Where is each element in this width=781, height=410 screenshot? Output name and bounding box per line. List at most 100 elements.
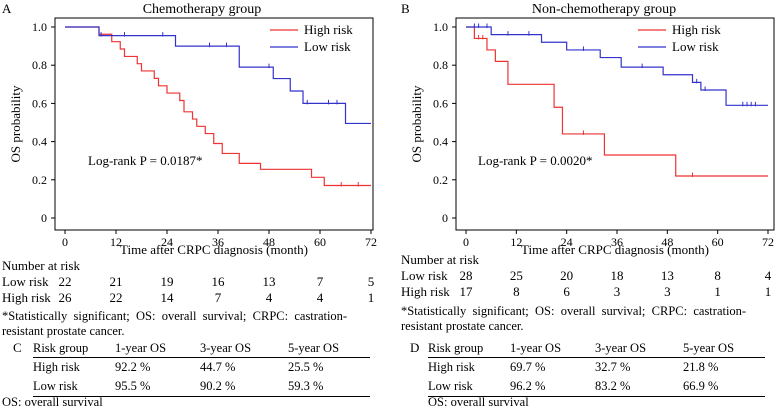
panel-a-plot-frame	[54, 17, 374, 231]
risk-count: 7	[215, 290, 222, 305]
panel-a-risk-high-label: High risk	[2, 290, 51, 305]
panel-a-y-axis-label: OS probability	[8, 85, 23, 162]
cell-3-year: 90.2 %	[200, 379, 236, 393]
panel-b-legend-high-label: High risk	[672, 22, 721, 37]
panel-c-table: Risk group 1-year OS 3-year OS 5-year OS…	[33, 340, 370, 397]
x-tick-label: 48	[661, 235, 673, 249]
panel-b-letter: B	[401, 1, 410, 16]
risk-count: 4	[317, 290, 324, 305]
risk-count: 8	[714, 268, 721, 283]
col-5-year-os: 5-year OS	[288, 341, 340, 355]
panel-b-y-axis-label: OS probability	[409, 85, 424, 162]
risk-count: 3	[614, 284, 621, 299]
panel-b-x-axis-label: Time after CRPC diagnosis (month)	[521, 242, 709, 257]
risk-count: 13	[263, 274, 276, 289]
high-risk-survival-curve	[65, 26, 371, 187]
panel-b-title: Non-chemotherapy group	[532, 2, 676, 17]
cell-1-year: 95.5 %	[115, 379, 151, 393]
risk-count: 1	[714, 284, 721, 299]
cell-group: Low risk	[33, 379, 78, 393]
cell-5-year: 59.3 %	[288, 379, 324, 393]
y-tick-label: 1.0	[32, 20, 47, 34]
cell-5-year: 66.9 %	[683, 379, 719, 393]
panel-b-footnote-line1: *Statistically significant; OS: overall …	[401, 304, 746, 318]
risk-count: 7	[317, 274, 324, 289]
risk-count: 19	[161, 274, 174, 289]
cell-3-year: 83.2 %	[595, 379, 631, 393]
col-risk-group: Risk group	[428, 341, 484, 355]
x-tick-label: 72	[365, 235, 377, 249]
cell-1-year: 92.2 %	[115, 360, 151, 374]
cell-group: High risk	[33, 360, 80, 374]
x-tick-label: 0	[463, 235, 469, 249]
panel-b-legend-low-label: Low risk	[672, 39, 719, 54]
risk-count: 25	[510, 268, 523, 283]
panel-d-letter: D	[410, 340, 420, 355]
panel-a-logrank-annotation: Log-rank P = 0.0187*	[88, 153, 202, 168]
risk-count: 28	[460, 268, 473, 283]
risk-count: 22	[110, 290, 123, 305]
risk-count: 13	[661, 268, 674, 283]
risk-count: 5	[368, 274, 375, 289]
risk-count: 4	[765, 268, 772, 283]
high-risk-survival-curve	[466, 26, 768, 177]
x-tick-label: 36	[212, 235, 224, 249]
risk-count: 17	[460, 284, 474, 299]
low-risk-survival-curve	[466, 26, 768, 106]
panel-b-risk-low-label: Low risk	[401, 268, 448, 283]
table-rule	[428, 396, 765, 397]
panel-c-footnote: OS: overall survival	[2, 395, 103, 409]
panel-a-x-axis-label: Time after CRPC diagnosis (month)	[120, 242, 308, 257]
x-tick-label: 24	[561, 235, 573, 249]
x-tick-label: 12	[110, 235, 122, 249]
risk-count: 1	[368, 290, 375, 305]
panel-b-risk-high-label: High risk	[401, 284, 450, 299]
y-tick-label: 0.6	[32, 96, 47, 110]
panel-d-table: Risk group 1-year OS 3-year OS 5-year OS…	[428, 340, 765, 397]
panel-a-risk-title: Number at risk	[2, 258, 80, 273]
x-tick-label: 36	[611, 235, 623, 249]
risk-count: 18	[611, 268, 624, 283]
x-tick-label: 48	[263, 235, 275, 249]
table-row: Low risk 95.5 % 90.2 % 59.3 %	[33, 378, 370, 394]
risk-count: 4	[266, 290, 273, 305]
panel-d-footnote: OS: overall survival	[428, 395, 529, 409]
cell-5-year: 21.8 %	[683, 360, 719, 374]
y-tick-label: 0.8	[32, 58, 47, 72]
risk-count: 3	[664, 284, 671, 299]
risk-count: 14	[161, 290, 175, 305]
x-tick-label: 60	[314, 235, 326, 249]
panel-a-footnote-line2: resistant prostate cancer.	[2, 324, 125, 338]
cell-3-year: 32.7 %	[595, 360, 631, 374]
y-tick-label: 0.8	[433, 58, 448, 72]
panel-a-legend: High risk Low risk	[270, 22, 353, 54]
y-tick-label: 1.0	[433, 20, 448, 34]
cell-1-year: 96.2 %	[510, 379, 546, 393]
table-row: High risk 92.2 % 44.7 % 25.5 %	[33, 359, 370, 375]
col-risk-group: Risk group	[33, 341, 89, 355]
y-tick-label: 0.2	[32, 173, 47, 187]
cell-3-year: 44.7 %	[200, 360, 236, 374]
x-tick-label: 72	[762, 235, 774, 249]
panel-a-footnote-line1: *Statistically significant; OS: overall …	[2, 309, 347, 323]
cell-group: High risk	[428, 360, 475, 374]
panel-b-risk-title: Number at risk	[401, 252, 479, 267]
panel-c-letter: C	[13, 340, 22, 355]
risk-count: 21	[110, 274, 123, 289]
cell-1-year: 69.7 %	[510, 360, 546, 374]
panel-b-footnote-line2: resistant prostate cancer.	[401, 319, 524, 333]
risk-count: 1	[765, 284, 772, 299]
col-1-year-os: 1-year OS	[510, 341, 562, 355]
panel-a-letter: A	[2, 1, 12, 16]
risk-count: 8	[513, 284, 520, 299]
risk-count: 20	[560, 268, 573, 283]
y-tick-label: 0.4	[32, 135, 47, 149]
col-1-year-os: 1-year OS	[115, 341, 167, 355]
col-5-year-os: 5-year OS	[683, 341, 735, 355]
panel-a: A Chemotherapy group OS probability Time…	[2, 1, 377, 338]
table-header-row: Risk group 1-year OS 3-year OS 5-year OS	[33, 340, 370, 356]
panel-a-legend-high-label: High risk	[304, 22, 353, 37]
risk-count: 26	[59, 290, 73, 305]
x-tick-label: 12	[510, 235, 522, 249]
